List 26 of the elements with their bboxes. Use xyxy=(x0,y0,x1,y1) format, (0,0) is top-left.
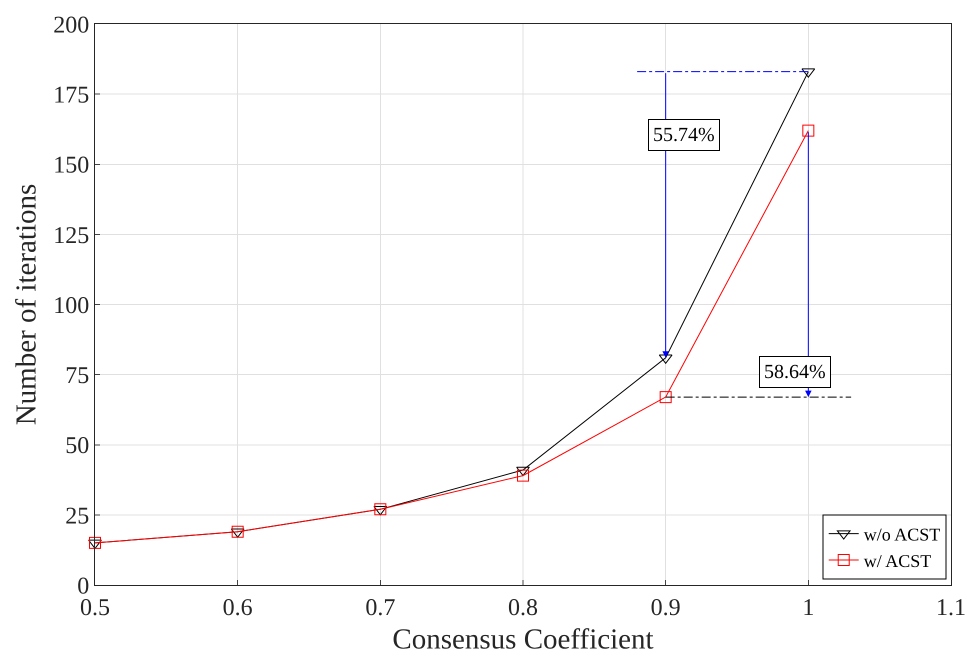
legend-label: w/o ACST xyxy=(864,524,940,545)
y-tick-label: 150 xyxy=(53,152,90,179)
point xyxy=(660,391,672,404)
x-tick-label: 0.6 xyxy=(222,594,253,621)
y-tick-label: 50 xyxy=(65,433,90,460)
annotation: 55.74% xyxy=(653,124,715,146)
y-tick-label: 75 xyxy=(65,363,90,390)
point xyxy=(517,470,529,482)
y-tick-label: 200 xyxy=(53,12,90,38)
x-tick-label: 0.8 xyxy=(508,594,538,621)
y-tick-label: 125 xyxy=(53,222,90,249)
legend-label: w/ ACST xyxy=(864,551,932,572)
x-tick-label: 1 xyxy=(802,594,814,621)
x-tick-label: 0.7 xyxy=(365,594,396,621)
x-tick-label: 1.1 xyxy=(936,594,966,621)
y-tick-label: 100 xyxy=(53,292,90,319)
point xyxy=(89,536,101,549)
point xyxy=(802,124,814,137)
x-tick-label: 0.9 xyxy=(650,594,681,621)
point xyxy=(232,526,244,538)
y-tick-label: 25 xyxy=(65,503,90,530)
point xyxy=(374,503,386,516)
annotation: 58.64% xyxy=(764,361,826,383)
y-axis-title: Number of iterations xyxy=(10,184,43,426)
y-tick-label: 175 xyxy=(53,82,90,109)
x-axis-title: Consensus Coefficient xyxy=(392,624,654,656)
